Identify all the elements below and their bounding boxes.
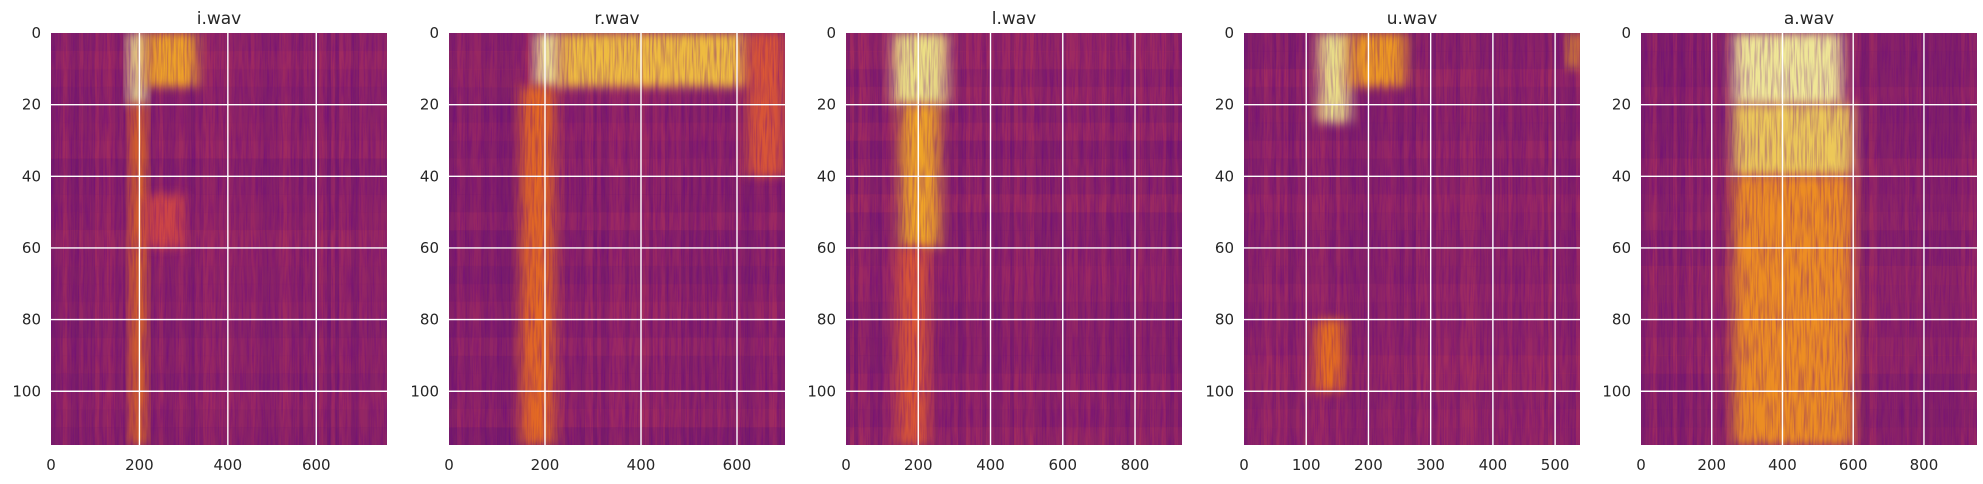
y-tick-label: 20 (1612, 96, 1631, 114)
y-tick-label: 60 (1215, 239, 1234, 257)
x-tick-label: 200 (904, 456, 933, 474)
y-tick-label: 100 (807, 382, 836, 400)
y-tick-label: 40 (22, 167, 41, 185)
y-tick-label: 20 (817, 96, 836, 114)
x-tick-label: 200 (1697, 456, 1726, 474)
x-tick-label: 800 (1910, 456, 1939, 474)
heatmap-panel-2: 0 200 400 600 0 20 40 60 80 100 r.wav (410, 9, 785, 474)
y-tick-label: 40 (1612, 167, 1631, 185)
y-tick-label: 60 (1612, 239, 1631, 257)
x-tick-label: 100 (1292, 456, 1321, 474)
y-tick-label: 0 (1621, 24, 1631, 42)
y-tick-label: 80 (1612, 311, 1631, 329)
y-tick-label: 40 (420, 167, 439, 185)
heatmap-panel-3: 0 200 400 600 800 0 20 40 60 80 100 l.wav (807, 9, 1182, 474)
y-tick-label: 0 (31, 24, 41, 42)
y-tick-label: 40 (1215, 167, 1234, 185)
x-tick-label: 800 (1121, 456, 1150, 474)
y-tick-label: 0 (826, 24, 836, 42)
x-tick-label: 500 (1541, 456, 1570, 474)
x-tick-label: 600 (1839, 456, 1868, 474)
y-tick-label: 60 (22, 239, 41, 257)
x-tick-label: 600 (1048, 456, 1077, 474)
y-tick-label: 100 (410, 382, 439, 400)
y-tick-label: 20 (1215, 96, 1234, 114)
x-tick-label: 400 (214, 456, 243, 474)
y-tick-label: 80 (817, 311, 836, 329)
panel-title: l.wav (992, 9, 1037, 29)
x-tick-label: 400 (1768, 456, 1797, 474)
heatmap-panel-1: 0 200 400 600 0 20 40 60 80 100 i.wav (12, 9, 387, 474)
x-tick-label: 400 (627, 456, 656, 474)
noise-overlay (1641, 33, 1977, 445)
noise-overlay (846, 33, 1182, 445)
panel-title: a.wav (1784, 9, 1834, 29)
y-tick-label: 100 (12, 382, 41, 400)
y-tick-label: 60 (420, 239, 439, 257)
y-tick-label: 0 (1224, 24, 1234, 42)
y-tick-label: 0 (429, 24, 439, 42)
noise-overlay (1244, 33, 1580, 445)
x-tick-label: 200 (125, 456, 154, 474)
y-tick-label: 20 (22, 96, 41, 114)
panel-title: i.wav (197, 9, 242, 29)
x-tick-label: 200 (1354, 456, 1383, 474)
y-tick-label: 80 (420, 311, 439, 329)
heatmap-panel-5: 0 200 400 600 800 0 20 40 60 80 100 a.wav (1602, 9, 1977, 474)
x-tick-label: 600 (302, 456, 331, 474)
heatmap-panel-4: 0 100 200 300 400 500 0 20 40 60 80 100 u.wav (1205, 9, 1580, 474)
x-tick-label: 300 (1416, 456, 1445, 474)
x-tick-label: 400 (976, 456, 1005, 474)
y-tick-label: 20 (420, 96, 439, 114)
x-tick-label: 0 (841, 456, 851, 474)
x-tick-label: 0 (46, 456, 56, 474)
noise-overlay (449, 33, 785, 445)
panel-title: r.wav (594, 9, 639, 29)
x-tick-label: 0 (1636, 456, 1646, 474)
y-tick-label: 80 (1215, 311, 1234, 329)
y-tick-label: 100 (1205, 382, 1234, 400)
x-tick-label: 600 (723, 456, 752, 474)
x-tick-label: 0 (444, 456, 454, 474)
panel-title: u.wav (1387, 9, 1438, 29)
y-tick-label: 60 (817, 239, 836, 257)
y-tick-label: 100 (1602, 382, 1631, 400)
x-tick-label: 200 (531, 456, 560, 474)
y-tick-label: 40 (817, 167, 836, 185)
y-tick-label: 80 (22, 311, 41, 329)
noise-overlay (51, 33, 387, 445)
x-tick-label: 400 (1479, 456, 1508, 474)
x-tick-label: 0 (1239, 456, 1249, 474)
